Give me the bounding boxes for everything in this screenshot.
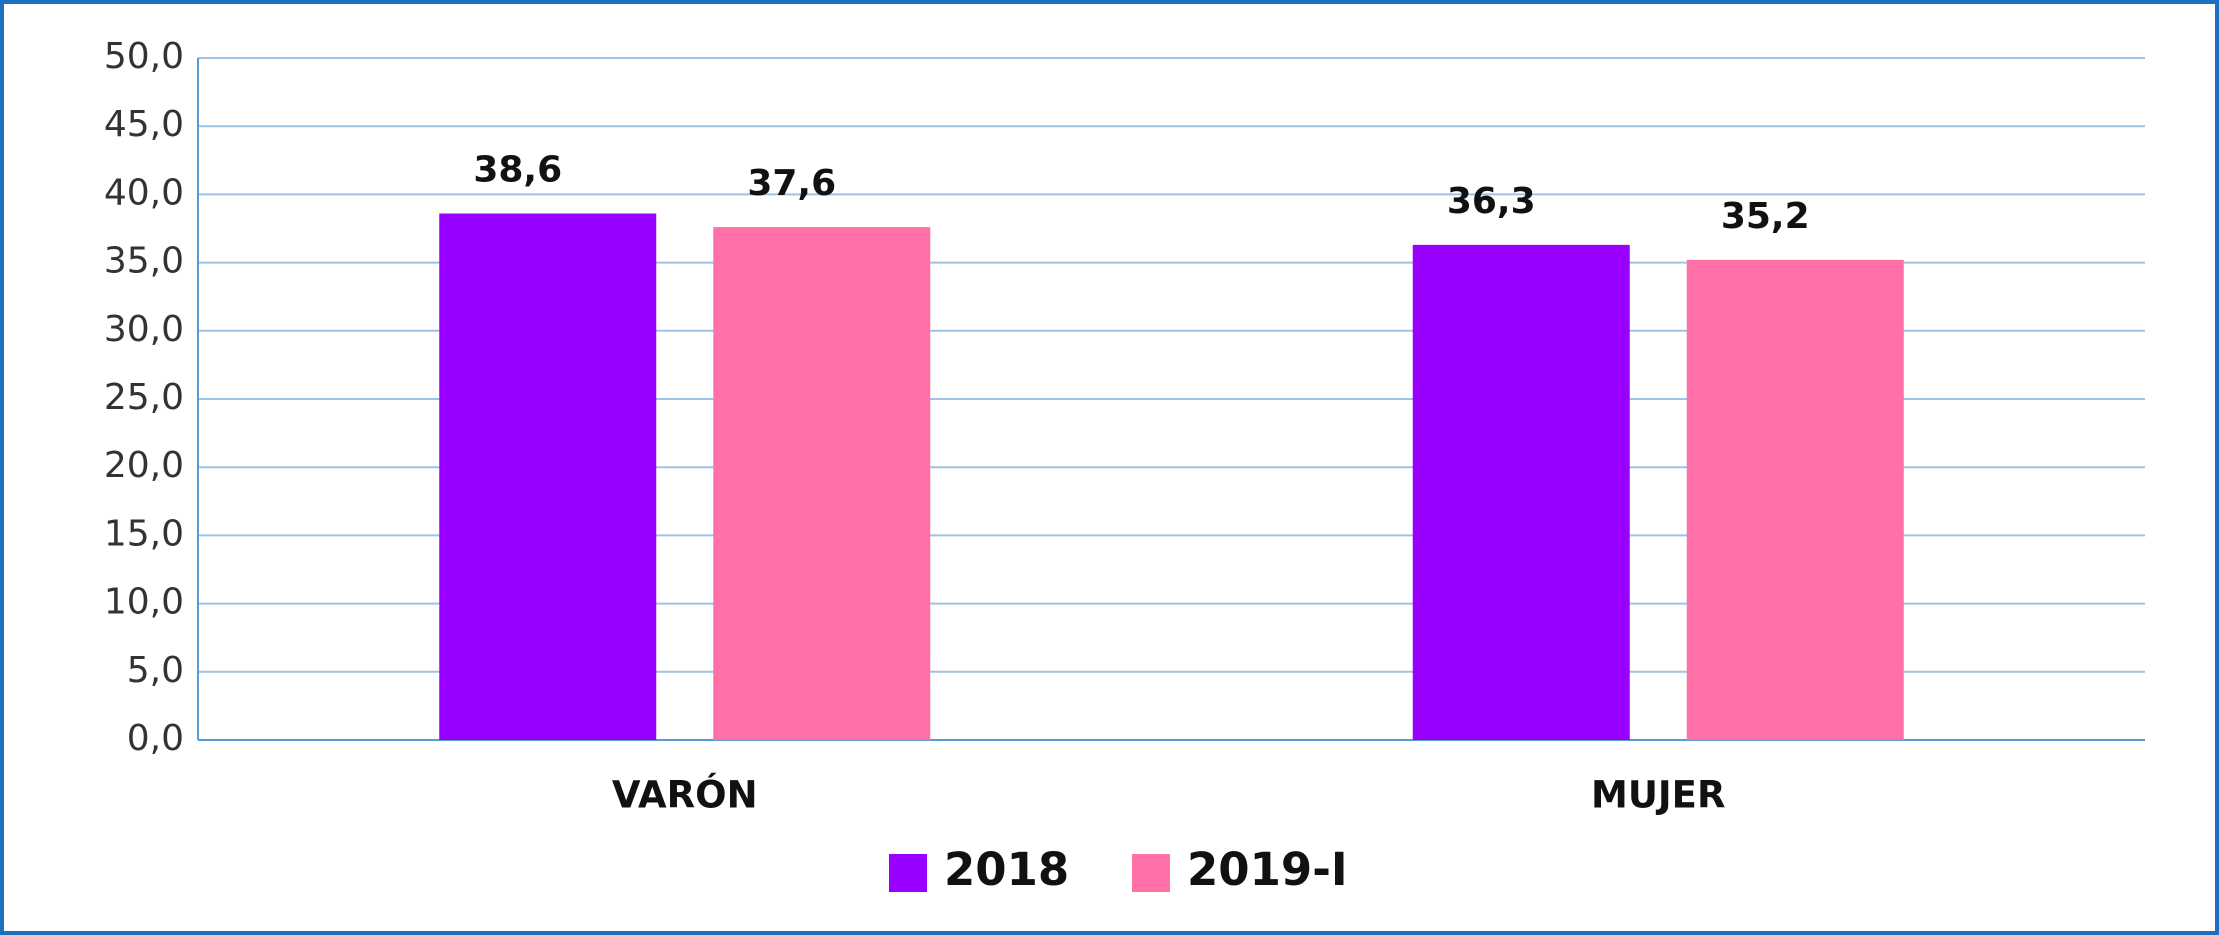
y-tick-label: 45,0 — [104, 104, 184, 145]
x-tick-label: MUJER — [1591, 774, 1725, 817]
y-tick-label: 25,0 — [104, 377, 184, 418]
legend-swatch — [1132, 854, 1170, 892]
data-label: 35,2 — [1721, 196, 1810, 237]
data-label: 37,6 — [747, 163, 836, 204]
y-tick-label: 0,0 — [127, 718, 184, 759]
bar — [1686, 259, 1904, 740]
y-tick-label: 20,0 — [104, 445, 184, 486]
y-tick-label: 35,0 — [104, 241, 184, 282]
bar — [439, 213, 657, 741]
y-tick-label: 5,0 — [127, 650, 184, 691]
x-tick-label: VARÓN — [612, 773, 758, 817]
y-tick-label: 10,0 — [104, 582, 184, 623]
legend-swatch — [889, 854, 927, 892]
bar — [1412, 244, 1630, 741]
legend-label: 2018 — [944, 843, 1069, 896]
y-tick-label: 30,0 — [104, 309, 184, 350]
y-tick-label: 40,0 — [104, 172, 184, 213]
legend-label: 2019-I — [1187, 843, 1348, 896]
y-tick-label: 15,0 — [104, 513, 184, 554]
bar — [713, 227, 931, 741]
data-label: 38,6 — [473, 149, 562, 190]
data-label: 36,3 — [1447, 181, 1536, 222]
y-tick-label: 50,0 — [104, 36, 184, 77]
